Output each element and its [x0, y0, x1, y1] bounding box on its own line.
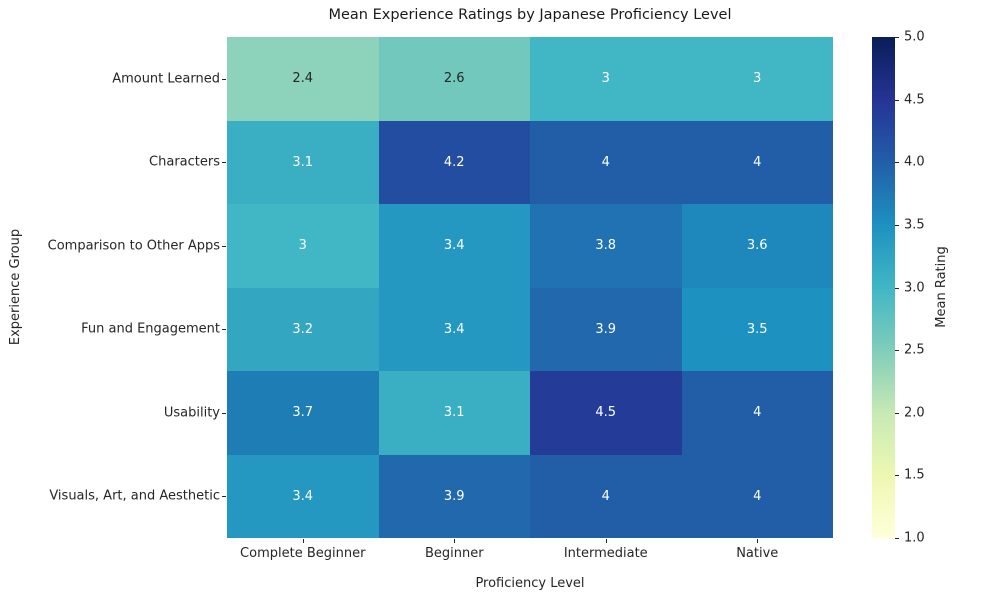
col-tick-label: Beginner	[424, 546, 484, 561]
y-axis-tick	[222, 245, 226, 247]
colorbar-tick-mark	[895, 475, 899, 477]
colorbar-tick-label: 4.0	[904, 154, 925, 170]
heatmap-cell-value: 4	[601, 154, 610, 170]
row-tick-label: Comparison to Other Apps	[47, 238, 220, 254]
heatmap-cell: 3.1	[227, 120, 379, 204]
heatmap-cell-value: 3.7	[292, 405, 314, 421]
y-axis-tick	[222, 329, 226, 331]
heatmap-cell-value: 3.5	[746, 321, 768, 337]
heatmap-cell: 4	[681, 371, 833, 455]
heatmap-cell-value: 3	[298, 238, 307, 254]
heatmap-cell: 3	[681, 37, 833, 121]
x-axis-tick	[454, 539, 456, 543]
heatmap-cell: 4	[530, 454, 682, 538]
colorbar-tick-label: 3.5	[904, 217, 925, 233]
chart-title: Mean Experience Ratings by Japanese Prof…	[328, 7, 732, 23]
x-axis-tick	[605, 539, 607, 543]
plot-area: 2.4 2.6 3 3 3.1 4.2 4 4 3 3.4 3.8 3.6 3.2 3.4 3.9 3.5 3.…	[227, 37, 833, 538]
heatmap-cell-value: 3.2	[292, 321, 314, 337]
col-tick-label: Intermediate	[563, 546, 648, 561]
col-tick-label: Native	[736, 546, 779, 561]
heatmap-cell-value: 3.6	[746, 238, 768, 254]
heatmap-cell-value: 2.4	[292, 71, 314, 87]
row-tick-label: Usability	[163, 405, 220, 421]
heatmap-cell-value: 3.4	[292, 488, 314, 504]
col-tick-label: Complete Beginner	[240, 546, 366, 561]
heatmap-cell-value: 4.5	[595, 405, 617, 421]
heatmap-cell: 4	[530, 120, 682, 204]
colorbar-tick-mark	[895, 162, 899, 164]
colorbar	[872, 37, 895, 538]
heatmap-cell-value: 3.1	[292, 154, 314, 170]
colorbar-tick-label: 5.0	[904, 29, 925, 45]
heatmap-cell: 3.7	[227, 371, 379, 455]
row-tick-label: Fun and Engagement	[81, 321, 220, 337]
heatmap-cell-value: 3	[601, 71, 610, 87]
colorbar-tick-mark	[895, 412, 899, 414]
colorbar-tick-label: 2.0	[904, 405, 925, 421]
colorbar-tick-label: 2.5	[904, 342, 925, 358]
heatmap-cell: 4.2	[378, 120, 530, 204]
colorbar-tick-labels: 5.0 4.5 4.0 3.5 3.0 2.5 2.0 1.5 1.0	[895, 30, 955, 546]
heatmap-cell: 3.5	[681, 287, 833, 371]
x-axis-label: Proficiency Level	[475, 576, 585, 591]
heatmap-cell-value: 3.9	[443, 488, 465, 504]
colorbar-tick-mark	[895, 224, 899, 226]
heatmap-grid: 2.4 2.6 3 3 3.1 4.2 4 4 3 3.4 3.8 3.6 3.2 3.4 3.9 3.5 3.…	[227, 37, 833, 538]
colorbar-label: Mean Rating	[934, 246, 949, 328]
colorbar-tick-mark	[895, 99, 899, 101]
heatmap-cell-value: 4.2	[443, 154, 465, 170]
heatmap-cell: 4.5	[530, 371, 682, 455]
y-axis-tick	[222, 162, 226, 164]
row-tick-label: Characters	[149, 154, 220, 170]
heatmap-cell: 3.4	[378, 204, 530, 288]
y-axis-tick	[222, 78, 226, 80]
heatmap-cell-value: 3.9	[595, 321, 617, 337]
heatmap-cell-value: 3.4	[443, 321, 465, 337]
x-axis-tick	[757, 539, 759, 543]
colorbar-tick-mark	[895, 37, 899, 38]
heatmap-cell-value: 4	[753, 488, 762, 504]
y-axis-tick	[222, 496, 226, 498]
heatmap-cell: 4	[681, 454, 833, 538]
heatmap-cell-value: 4	[601, 488, 610, 504]
row-tick-label: Amount Learned	[112, 71, 220, 87]
heatmap-cell: 3.4	[378, 287, 530, 371]
heatmap-cell: 3.6	[681, 204, 833, 288]
heatmap-cell: 4	[681, 120, 833, 204]
x-tick-labels: Complete Beginner Beginner Intermediate Nat…	[227, 546, 833, 564]
heatmap-cell: 3.9	[378, 454, 530, 538]
heatmap-cell-value: 4	[753, 154, 762, 170]
heatmap-cell: 2.6	[378, 37, 530, 121]
heatmap-cell: 3.8	[530, 204, 682, 288]
colorbar-tick-mark	[895, 287, 899, 289]
x-axis-tick	[302, 539, 304, 543]
row-tick-label: Visuals, Art, and Aesthetic	[49, 488, 220, 504]
heatmap-cell: 3.9	[530, 287, 682, 371]
colorbar-tick-label: 1.0	[904, 530, 925, 546]
heatmap-cell: 3.4	[227, 454, 379, 538]
heatmap-cell: 3.2	[227, 287, 379, 371]
colorbar-tick-mark	[895, 350, 899, 352]
heatmap-cell-value: 3.8	[595, 238, 617, 254]
y-axis-tick	[222, 412, 226, 414]
heatmap-cell: 2.4	[227, 37, 379, 121]
heatmap-cell-value: 2.6	[443, 71, 465, 87]
colorbar-tick-label: 3.0	[904, 280, 925, 295]
heatmap-cell-value: 3.1	[443, 405, 465, 421]
heatmap-cell: 3	[227, 204, 379, 288]
heatmap-cell-value: 4	[753, 405, 762, 421]
colorbar-tick-label: 4.5	[904, 92, 925, 108]
heatmap-cell: 3.1	[378, 371, 530, 455]
y-tick-labels: Amount Learned Characters Comparison to Ot…	[0, 37, 220, 538]
heatmap-cell-value: 3.4	[443, 238, 465, 254]
heatmap-cell: 3	[530, 37, 682, 121]
colorbar-tick-label: 1.5	[904, 467, 925, 483]
heatmap-cell-value: 3	[753, 71, 762, 87]
colorbar-tick-mark	[895, 538, 899, 539]
